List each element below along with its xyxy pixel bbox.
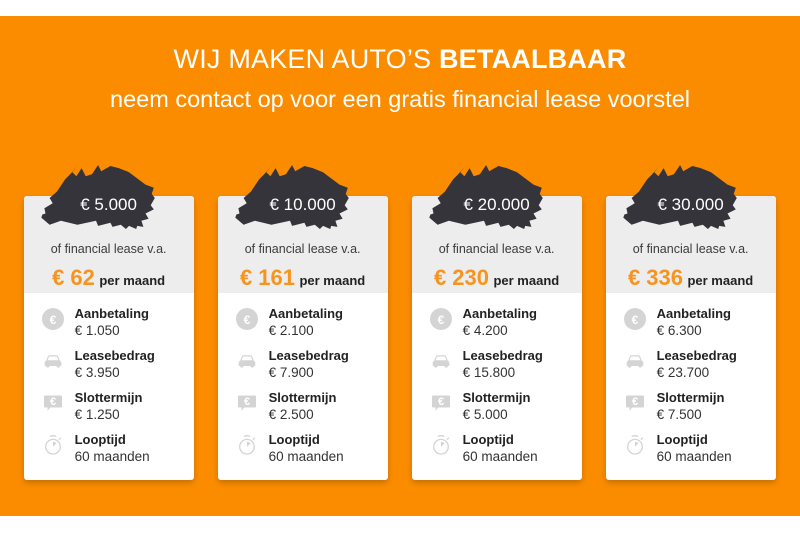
svg-text:€: € — [438, 396, 444, 408]
svg-text:€: € — [632, 396, 638, 408]
svg-text:€: € — [50, 396, 56, 408]
svg-text:€: € — [244, 396, 250, 408]
svg-text:€: € — [631, 313, 638, 327]
svg-text:€: € — [49, 313, 56, 327]
svg-text:€: € — [437, 313, 444, 327]
svg-text:€: € — [243, 313, 250, 327]
